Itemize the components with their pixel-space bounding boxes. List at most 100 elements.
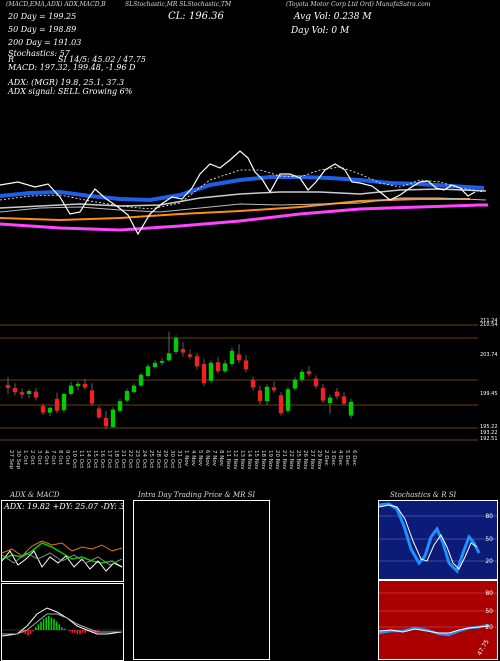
candle-body — [348, 401, 354, 416]
x-date-label: 11 Oct — [78, 450, 84, 469]
candle-body — [117, 401, 123, 411]
macd-histogram-bar — [48, 616, 50, 630]
x-date-label: 12 Nov — [232, 450, 238, 470]
macd-histogram-bar — [24, 630, 27, 635]
candle-body — [54, 398, 60, 411]
adx-grey-line — [2, 552, 123, 566]
x-date-label: 24 Oct — [141, 450, 147, 469]
si-blue-line — [379, 623, 490, 637]
candle-body — [327, 397, 333, 403]
x-date-label: 31 Oct — [176, 450, 182, 469]
chart-title-mid: SLStochastic,MR SLStochastic,TM — [125, 1, 232, 8]
candle-body — [47, 407, 53, 413]
macd-histogram-bar — [68, 630, 71, 632]
candle-body — [110, 409, 116, 427]
price-level-label: 192.51 — [480, 436, 498, 442]
candle-body — [12, 388, 18, 393]
si-current-value: 47.75 — [476, 638, 491, 657]
intraday-title: Intra Day Trading Price & MR SI — [138, 491, 256, 499]
macd-histogram-bar — [63, 628, 66, 630]
stoch-level-50: 50 — [485, 536, 493, 543]
candle-body — [180, 349, 186, 353]
x-date-label: 15 Oct — [92, 450, 98, 469]
macd-histogram-bar — [89, 630, 92, 632]
macd-histogram-bar — [81, 630, 84, 633]
price-line-dotted — [0, 166, 485, 210]
adx-signal: ADX signal: SELL Growing 6% — [8, 87, 133, 96]
ema200-line — [0, 203, 488, 232]
stoch-level-20: 20 — [485, 558, 493, 565]
si-white-line — [379, 625, 490, 634]
price-level-lines — [0, 324, 478, 441]
ma-20-day: 20 Day = 199.25 — [8, 12, 77, 21]
candle-body — [257, 390, 263, 402]
si-level-80: 80 — [485, 590, 493, 597]
adx-values: ADX: (MGR) 19.8, 25.1, 37.3 — [8, 78, 125, 87]
candle-body — [313, 378, 319, 387]
x-date-label: 8 Oct — [57, 450, 63, 466]
ema100-line — [0, 198, 470, 222]
ma-200-day: 200 Day = 191.03 — [8, 38, 82, 47]
price-level-label: 195.22 — [480, 424, 498, 430]
macd-histogram-bar — [50, 617, 53, 630]
x-date-label: 23 Oct — [134, 450, 140, 469]
x-date-label: 4 Nov — [190, 450, 196, 467]
x-date-label: 1 Oct — [22, 450, 28, 466]
macd-panel — [1, 583, 124, 661]
si-lines: 80 50 20 47.75 — [379, 590, 497, 657]
x-date-label: 1 Nov — [183, 450, 189, 467]
x-date-label: 7 Nov — [211, 450, 217, 467]
x-date-label: 2 Dec — [323, 450, 329, 466]
candle-body — [299, 371, 305, 380]
macd-line — [2, 607, 123, 637]
candlesticks — [5, 331, 354, 430]
x-date-label: 30 Oct — [169, 450, 175, 469]
x-date-label: 27 Nov — [309, 450, 315, 470]
chart-title-right: (Toyota Motor Corp Ltd Ord) MunafaSutra.… — [286, 1, 431, 8]
r-label: R — [8, 55, 15, 64]
x-date-label: 17 Oct — [106, 450, 112, 469]
x-date-label: 18 Oct — [113, 450, 119, 469]
candle-body — [82, 383, 88, 388]
price-line — [0, 150, 476, 236]
x-date-label: 30 Sep — [15, 450, 21, 470]
candle-body — [334, 391, 340, 397]
adx-panel: ADX: 19.82 +DY: 25.07 -DY: 37.46 — [1, 500, 124, 582]
candle-body — [278, 395, 284, 414]
candle-body — [75, 383, 81, 387]
macd-histogram-bar — [32, 630, 34, 632]
candle-body — [341, 396, 347, 404]
macd-histogram-bar — [74, 630, 76, 633]
price-level-label: 210.54 — [480, 322, 498, 328]
macd-histogram-bar — [37, 624, 40, 630]
moving-average-lines — [0, 150, 488, 236]
stochastics-value: Stochastics: 57 — [8, 49, 70, 58]
macd-lines — [2, 607, 123, 637]
candle-body — [145, 366, 151, 376]
x-date-label: 10 Oct — [71, 450, 77, 469]
x-date-label: 26 Nov — [302, 450, 308, 470]
candle-body — [159, 361, 165, 363]
candle-body — [201, 364, 207, 384]
x-date-label: 6 Dec — [351, 450, 357, 466]
adx-panel-values: ADX: 19.82 +DY: 25.07 -DY: 37.46 — [4, 502, 124, 511]
adx-lines — [2, 540, 123, 572]
candle-body — [222, 363, 228, 372]
x-date-label: 28 Oct — [155, 450, 161, 469]
candle-body — [208, 362, 214, 381]
candle-body — [5, 385, 11, 388]
x-date-label: 25 Oct — [148, 450, 154, 469]
candle-body — [173, 338, 179, 352]
price-level-label: 203.74 — [480, 352, 498, 358]
x-date-label: 21 Nov — [281, 450, 287, 470]
x-date-label: 14 Oct — [85, 450, 91, 469]
x-date-label: 8 Nov — [218, 450, 224, 467]
ma-50-day: 50 Day = 198.89 — [8, 25, 77, 34]
candle-body — [33, 391, 39, 398]
candle-body — [229, 350, 235, 364]
x-axis-date-labels: 27 Sep 30 Sep 1 Oct 2 Oct 3 Oct 4 Oct 7 Oct 8 O… — [8, 450, 357, 470]
macd-histogram-bar — [84, 630, 86, 633]
stochastics-panel: 80 50 20 — [378, 500, 498, 580]
